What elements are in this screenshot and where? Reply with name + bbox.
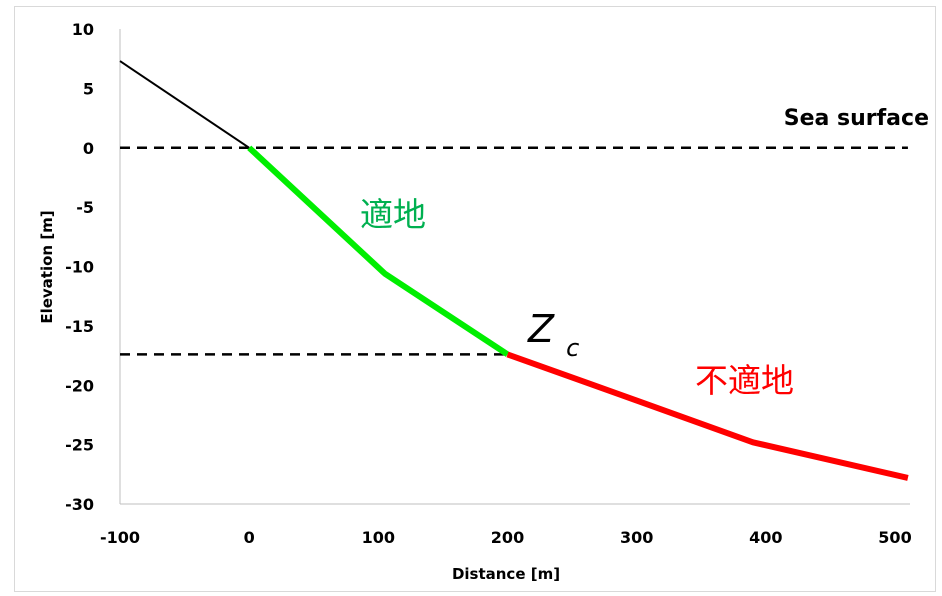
y-tick-label: -5 [76,198,94,217]
y-tick-label: -20 [65,376,94,395]
zc-label: Z c [527,307,579,362]
y-tick-label: -10 [65,258,94,277]
y-tick-label: -25 [65,436,94,455]
x-tick-label: 300 [620,528,653,547]
y-tick-label: 10 [72,20,94,39]
unsuitable-zone-line [506,351,909,481]
x-tick-label: 100 [362,528,395,547]
y-axis-title: Elevation [m] [38,210,56,323]
data-series [119,60,909,481]
y-tick-label: 5 [83,79,94,98]
x-tick-label: 0 [244,528,255,547]
sea-surface-label: Sea surface [784,106,929,131]
x-axis-title: Distance [m] [452,565,560,583]
chart-frame [14,6,936,592]
land-profile-line [119,60,250,149]
suitable-label: 適地 [360,195,426,234]
unsuitable-label: 不適地 [695,361,794,400]
x-tick-label: -100 [100,528,140,547]
x-tick-label: 200 [491,528,524,547]
zc-label-main: Z [527,307,555,351]
x-tick-label: 400 [749,528,782,547]
y-tick-label: 0 [83,139,94,158]
zc-label-subscript: c [566,334,579,362]
suitable-zone-line [247,145,510,357]
tick-labels: -100 0 100 200 300 400 500 10 5 0 -5 -10 -15 -20 -25 -3… [65,20,912,547]
y-tick-label: -15 [65,317,94,336]
reference-lines [120,146,908,356]
axes [119,29,910,505]
x-tick-label: 500 [878,528,911,547]
y-tick-label: -30 [65,495,94,514]
